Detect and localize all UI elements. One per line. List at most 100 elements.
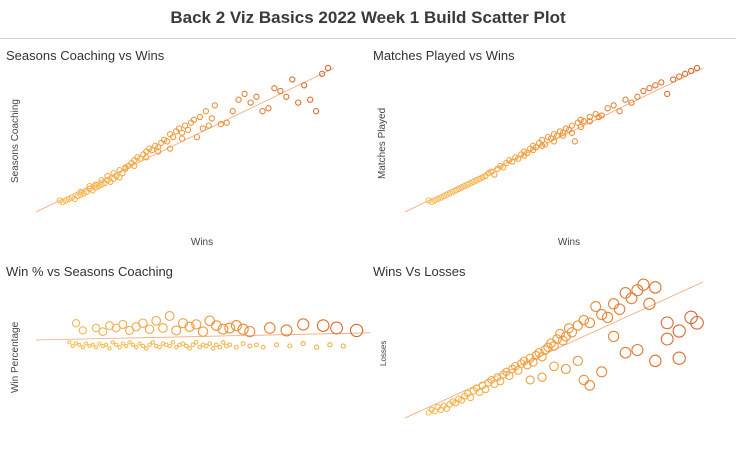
chart-3-point-13 [164, 311, 175, 321]
chart-3-point-34 [74, 341, 79, 346]
chart-1-point-72 [92, 181, 99, 188]
chart-4-point-24 [496, 377, 505, 386]
chart-1-point-71 [324, 64, 332, 72]
chart-3-point-2 [91, 323, 101, 333]
chart-4-point-72 [525, 375, 535, 385]
page-title: Back 2 Viz Basics 2022 Week 1 Build Scat… [170, 8, 566, 27]
chart-3-point-54 [140, 343, 146, 349]
chart-4-point-77 [631, 343, 644, 357]
chart-2-point-70 [687, 67, 695, 75]
chart-4-point-62 [649, 281, 662, 294]
chart-3-point-28 [297, 318, 310, 331]
chart-4-point-19 [481, 385, 490, 394]
chart-2-point-74 [538, 142, 546, 149]
chart-1-point-1 [59, 198, 66, 206]
chart-3-point-52 [134, 345, 139, 350]
chart-3-point-39 [90, 342, 95, 347]
chart-1-point-35 [160, 136, 168, 144]
chart-3-point-56 [147, 342, 152, 348]
chart-2-point-79 [586, 118, 593, 125]
chart-3-point-6 [118, 319, 128, 329]
chart-3-point-46 [114, 342, 119, 347]
chart-4-point-48 [566, 327, 578, 338]
chart-2-point-66 [664, 90, 671, 98]
chart-4-point-73 [560, 363, 571, 375]
chart-2-point-43 [553, 132, 561, 139]
chart-2-point-49 [571, 138, 579, 145]
chart-4-point-31 [516, 359, 526, 368]
chart-4-point-44 [555, 328, 565, 339]
chart-1-point-55 [229, 108, 236, 115]
chart-3-point-19 [204, 315, 216, 327]
chart-1-point-47 [196, 113, 204, 121]
chart-2-point-80 [595, 113, 602, 121]
chart-3-point-38 [87, 343, 92, 349]
chart-3-point-90 [327, 342, 333, 348]
chart-1-point-65 [289, 76, 296, 83]
chart-3-title: Win % vs Seasons Coaching [6, 264, 173, 279]
chart-1-point-32 [152, 142, 159, 149]
chart-2-title: Matches Played vs Wins [373, 48, 515, 63]
chart-1-point-50 [205, 122, 212, 129]
chart-4-point-80 [672, 351, 686, 365]
chart-2-point-0 [425, 197, 432, 204]
chart-2-point-6 [443, 191, 450, 198]
chart-3-point-89 [313, 344, 320, 350]
chart-1-point-20 [116, 174, 123, 181]
chart-4-point-39 [540, 345, 550, 355]
chart-2-point-62 [640, 87, 647, 95]
chart-2-point-73 [529, 146, 537, 154]
chart-2-point-17 [476, 175, 483, 183]
chart-3-point-83 [247, 343, 253, 349]
chart-2-point-55 [598, 112, 605, 119]
chart-1-point-27 [137, 155, 144, 162]
chart-3-point-63 [170, 340, 176, 345]
chart-1-point-2 [62, 197, 69, 204]
chart-2-point-16 [473, 177, 480, 184]
chart-4-point-36 [531, 350, 541, 360]
chart-1-point-75 [131, 162, 138, 170]
chart-2-point-35 [529, 142, 537, 149]
chart-2-point-3 [434, 195, 441, 203]
chart-3-point-55 [143, 346, 149, 351]
chart-3-point-64 [174, 344, 179, 350]
chart-2-point-45 [559, 129, 567, 136]
chart-3-point-44 [107, 346, 112, 351]
chart-3-point-41 [97, 341, 102, 346]
chart-1-point-10 [86, 185, 93, 193]
chart-4-point-68 [584, 380, 596, 391]
chart-3-point-80 [227, 342, 233, 348]
chart-4-point-61 [643, 297, 656, 310]
chart-1-point-31 [149, 146, 156, 154]
chart-2-point-22 [491, 171, 498, 178]
chart-3-point-3 [98, 327, 108, 336]
chart-1-point-40 [175, 125, 183, 132]
chart-2-point-61 [634, 93, 641, 100]
chart-1-point-64 [283, 93, 290, 100]
chart-4-point-53 [596, 309, 608, 321]
chart-1-point-43 [184, 126, 192, 134]
chart-1-point-58 [247, 99, 254, 106]
chart-2-point-75 [550, 138, 558, 145]
chart-4-point-76 [619, 346, 632, 359]
chart-3-point-23 [230, 320, 242, 332]
chart-2-point-53 [586, 113, 593, 121]
chart-1-point-13 [95, 182, 102, 190]
chart-3-point-16 [184, 321, 195, 332]
chart-1-point-66 [295, 99, 302, 106]
chart-4-point-79 [660, 332, 674, 346]
chart-2-point-38 [538, 136, 546, 144]
chart-3-point-84 [253, 342, 259, 348]
chart-3-point-86 [273, 342, 280, 348]
chart-4-point-14 [466, 393, 475, 402]
chart-2-point-5 [440, 193, 447, 200]
chart-4-point-71 [537, 372, 547, 382]
chart-1-point-46 [193, 133, 201, 141]
chart-4-point-50 [578, 314, 590, 326]
chart-1-point-73 [104, 172, 111, 180]
chart-4-point-60 [637, 278, 650, 291]
chart-4-point-69 [596, 366, 608, 378]
chart-4-marks [404, 278, 704, 419]
chart-3-point-27 [280, 324, 293, 337]
